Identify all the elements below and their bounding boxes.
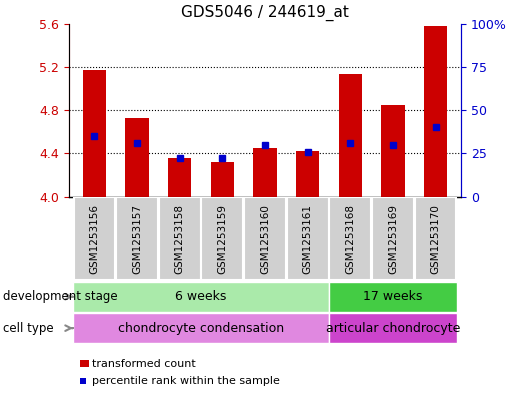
Title: GDS5046 / 244619_at: GDS5046 / 244619_at (181, 5, 349, 21)
FancyBboxPatch shape (159, 197, 201, 280)
Text: GSM1253160: GSM1253160 (260, 204, 270, 274)
Bar (253, 148, 277, 196)
Text: 6 weeks: 6 weeks (175, 290, 227, 303)
Text: articular chondrocyte: articular chondrocyte (326, 321, 460, 335)
Bar (296, 151, 320, 196)
FancyBboxPatch shape (116, 197, 158, 280)
Text: GSM1253169: GSM1253169 (388, 204, 398, 274)
Text: GSM1253159: GSM1253159 (217, 204, 227, 274)
Text: GSM1253156: GSM1253156 (90, 204, 100, 274)
Text: cell type: cell type (3, 321, 54, 335)
Text: transformed count: transformed count (92, 358, 196, 369)
Bar (424, 26, 447, 196)
Text: GSM1253170: GSM1253170 (430, 204, 440, 274)
Bar (210, 162, 234, 196)
Bar (168, 158, 191, 196)
Bar (381, 105, 404, 196)
FancyBboxPatch shape (287, 197, 329, 280)
Bar (339, 74, 362, 196)
FancyBboxPatch shape (73, 282, 329, 312)
Text: development stage: development stage (3, 290, 117, 303)
Text: GSM1253168: GSM1253168 (345, 204, 355, 274)
Bar (126, 118, 149, 196)
Text: GSM1253157: GSM1253157 (132, 204, 142, 274)
FancyBboxPatch shape (201, 197, 243, 280)
Text: GSM1253161: GSM1253161 (303, 204, 313, 274)
Text: percentile rank within the sample: percentile rank within the sample (92, 376, 279, 386)
Text: GSM1253158: GSM1253158 (175, 204, 185, 274)
FancyBboxPatch shape (73, 313, 329, 343)
Text: 17 weeks: 17 weeks (363, 290, 422, 303)
FancyBboxPatch shape (372, 197, 414, 280)
Text: chondrocyte condensation: chondrocyte condensation (118, 321, 284, 335)
FancyBboxPatch shape (244, 197, 286, 280)
FancyBboxPatch shape (74, 197, 116, 280)
FancyBboxPatch shape (329, 313, 457, 343)
FancyBboxPatch shape (414, 197, 456, 280)
FancyBboxPatch shape (329, 197, 371, 280)
FancyBboxPatch shape (329, 282, 457, 312)
Bar (83, 70, 106, 196)
